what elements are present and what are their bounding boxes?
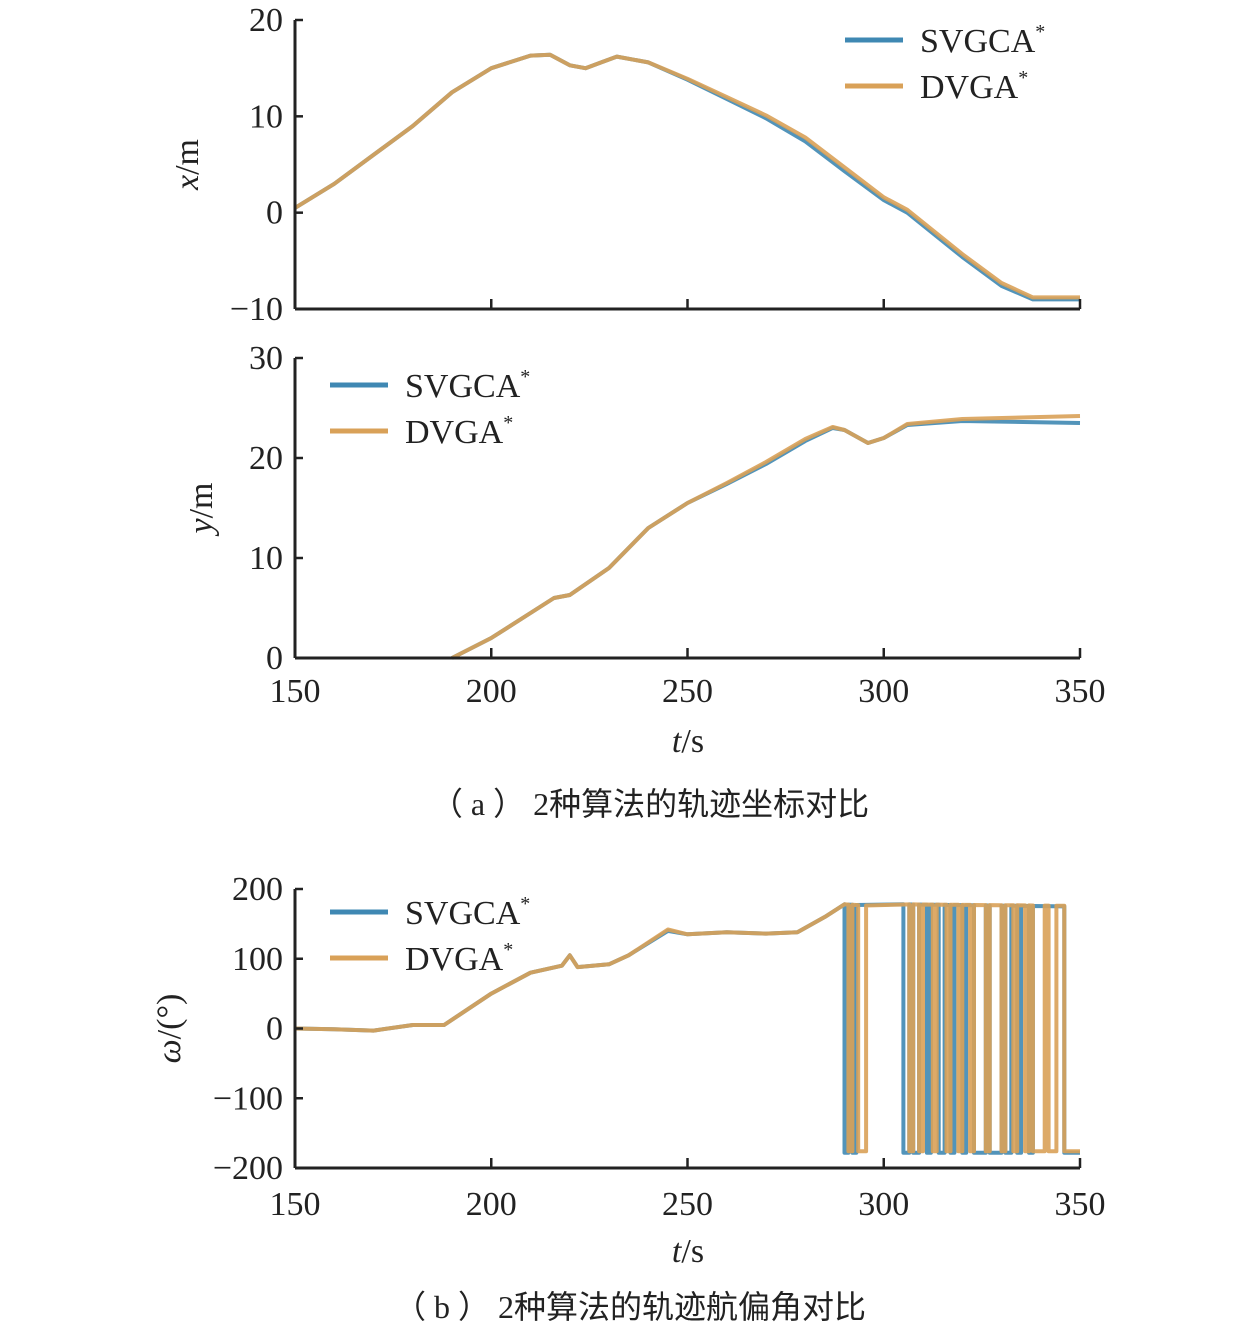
- y-tick-label: 10: [249, 540, 283, 577]
- series-line-svgca: [451, 419, 1081, 660]
- x-tick-label: 150: [270, 673, 321, 710]
- legend-label: SVGCA*: [405, 893, 530, 932]
- x-tick-label: 250: [662, 1186, 713, 1223]
- caption-a: （ a ） 2种算法的轨迹坐标对比: [431, 786, 869, 822]
- y-tick-label: 0: [266, 640, 283, 677]
- x-tick-label: 250: [662, 673, 713, 710]
- legend-label: DVGA*: [920, 67, 1028, 106]
- legend-label: SVGCA*: [405, 366, 530, 405]
- plot-x: −10 0 10 20 x/m SVGCA* DVGA*: [169, 2, 1082, 328]
- y-tick-label: 20: [249, 440, 283, 477]
- y-tick-label: −200: [213, 1150, 283, 1187]
- y-tick-label: 20: [249, 2, 283, 39]
- y-axis-label: x/m: [169, 139, 206, 191]
- y-axis-label: ω/(°): [151, 994, 188, 1064]
- y-tick-label: 0: [266, 1011, 283, 1048]
- x-tick-label: 350: [1055, 673, 1106, 710]
- x-tick-label: 350: [1055, 1186, 1106, 1223]
- legend-label: SVGCA*: [920, 21, 1045, 60]
- x-tick-label: 200: [466, 673, 517, 710]
- y-tick-label: 0: [266, 195, 283, 232]
- caption-b: （ b ） 2种算法的轨迹航偏角对比: [394, 1289, 866, 1325]
- plot-y: 0 10 20 30 150 200 250 300 350 t/s y/m SVGCA* DVGA*: [183, 340, 1106, 760]
- y-tick-label: 100: [232, 941, 283, 978]
- y-tick-label: 200: [232, 871, 283, 908]
- x-axis-label: t/s: [672, 723, 704, 760]
- plot-w: −200 −100 0 100 200 150 200 250 300 350 t/s ω/(°) SV…: [151, 871, 1106, 1270]
- y-tick-label: 30: [249, 340, 283, 377]
- series-line-dvga: [294, 902, 1080, 1154]
- legend-label: DVGA*: [405, 412, 513, 451]
- series-line-dvga: [293, 52, 1080, 300]
- y-tick-label: −100: [213, 1080, 283, 1117]
- x-tick-label: 300: [858, 673, 909, 710]
- x-tick-label: 200: [466, 1186, 517, 1223]
- x-tick-label: 150: [270, 1186, 321, 1223]
- x-tick-label: 300: [858, 1186, 909, 1223]
- y-tick-label: −10: [230, 291, 283, 328]
- legend-label: DVGA*: [405, 939, 513, 978]
- y-tick-label: 10: [249, 98, 283, 135]
- x-axis-label: t/s: [672, 1233, 704, 1270]
- series-line-dvga: [451, 414, 1081, 660]
- y-axis-label: y/m: [183, 483, 220, 537]
